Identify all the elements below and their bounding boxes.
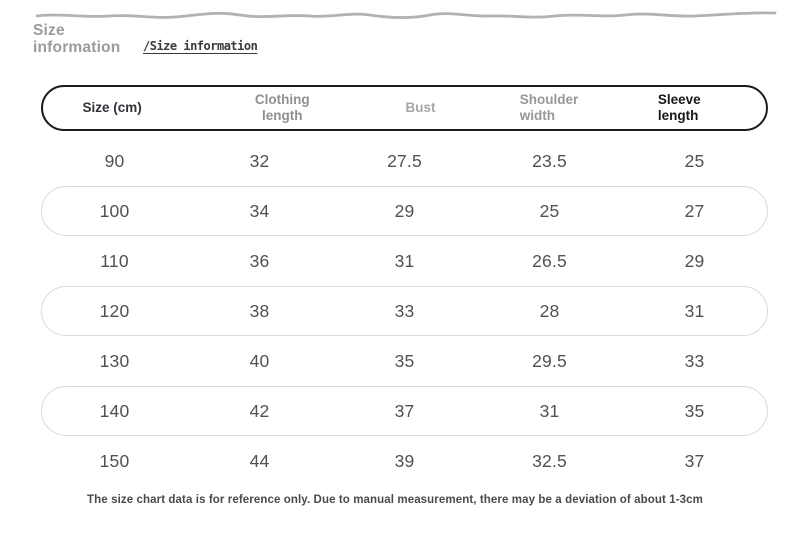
table-cell: 32.5 xyxy=(532,450,567,471)
table-cell: 120 xyxy=(99,300,130,321)
table-row: 90 32 27.5 23.5 25 xyxy=(41,136,768,186)
table-cell: 34 xyxy=(249,200,270,221)
table-row: 120 38 33 28 31 xyxy=(41,286,768,336)
table-cell: 100 xyxy=(99,200,130,221)
table-cell: 40 xyxy=(249,350,270,371)
header-label: Bust xyxy=(405,100,436,116)
header-label: Shoulder width xyxy=(519,92,579,123)
table-cell: 35 xyxy=(394,350,415,371)
table-cell: 25 xyxy=(539,200,560,221)
table-cell: 29.5 xyxy=(532,350,567,371)
table-cell: 35 xyxy=(684,400,705,421)
table-cell: 110 xyxy=(100,250,129,271)
page-title-line2: information xyxy=(33,39,121,56)
header-cell-clothing-length: Clothing length xyxy=(213,92,351,124)
table-row: 150 44 39 32.5 37 xyxy=(41,436,768,486)
table-cell: 39 xyxy=(394,450,415,471)
table-cell: 130 xyxy=(99,350,130,371)
header-label: Clothing length xyxy=(254,92,310,123)
table-cell: 37 xyxy=(394,400,415,421)
size-table-body: 90 32 27.5 23.5 25 100 34 29 25 27 110 36 31 26.5 29 12… xyxy=(41,136,768,486)
table-cell: 42 xyxy=(249,400,270,421)
header-label: Size (cm) xyxy=(82,100,142,116)
header-cell-size: Size (cm) xyxy=(43,100,213,116)
table-row: 100 34 29 25 27 xyxy=(41,186,768,236)
table-cell: 31 xyxy=(684,300,705,321)
table-cell: 32 xyxy=(249,150,270,171)
table-cell: 31 xyxy=(539,400,560,421)
table-cell: 38 xyxy=(249,300,270,321)
page-subtitle: /Size information xyxy=(143,39,258,53)
page-title: Size information xyxy=(33,22,120,56)
table-cell: 37 xyxy=(684,450,705,471)
table-cell: 25 xyxy=(684,150,705,171)
size-table: Size (cm) Clothing length Bust Shoulder … xyxy=(41,85,768,486)
table-cell: 33 xyxy=(394,300,415,321)
table-row: 130 40 35 29.5 33 xyxy=(41,336,768,386)
table-cell: 140 xyxy=(99,400,130,421)
table-cell: 29 xyxy=(394,200,415,221)
table-cell: 36 xyxy=(249,250,270,271)
table-row: 110 36 31 26.5 29 xyxy=(41,236,768,286)
table-cell: 44 xyxy=(249,450,270,471)
table-cell: 33 xyxy=(684,350,705,371)
table-cell: 150 xyxy=(99,450,130,471)
wavy-divider-line xyxy=(35,11,777,20)
table-cell: 27.5 xyxy=(387,150,422,171)
page-title-line1: Size xyxy=(33,22,65,39)
table-cell: 31 xyxy=(394,250,415,271)
header-cell-sleeve-length: Sleeve length xyxy=(628,92,766,124)
table-row: 140 42 37 31 35 xyxy=(41,386,768,436)
header-cell-bust: Bust xyxy=(351,100,489,116)
table-cell: 23.5 xyxy=(532,150,567,171)
table-cell: 26.5 xyxy=(532,250,567,271)
footnote: The size chart data is for reference onl… xyxy=(87,494,703,506)
table-cell: 27 xyxy=(684,200,705,221)
table-cell: 29 xyxy=(684,250,705,271)
table-cell: 90 xyxy=(104,150,125,171)
header-cell-shoulder-width: Shoulder width xyxy=(490,92,628,124)
header-label: Sleeve length xyxy=(657,92,701,123)
table-cell: 28 xyxy=(539,300,560,321)
size-table-header: Size (cm) Clothing length Bust Shoulder … xyxy=(41,85,768,131)
